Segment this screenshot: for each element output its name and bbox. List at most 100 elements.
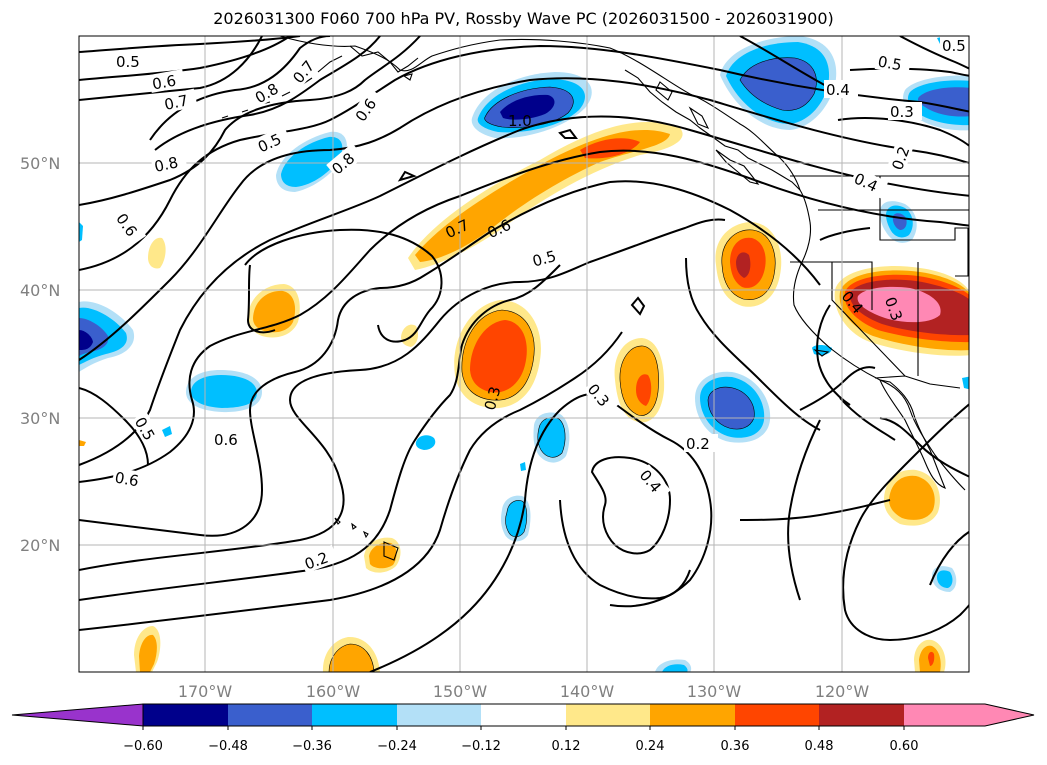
contour-label: 0.5 [530,247,558,271]
negative-anomaly [520,462,526,471]
positive-anomaly [79,440,86,446]
contour-label: 0.8 [153,153,180,176]
colorbar-tick: −0.12 [461,739,501,754]
negative-anomaly [962,376,969,390]
colorbar-tick: 0.36 [721,739,750,754]
positive-anomaly [636,374,652,406]
map-frame [78,35,970,673]
positive-anomaly [369,542,397,569]
aleutian-island [317,55,343,73]
colorbar-tick: −0.60 [123,739,163,754]
state-border [879,176,969,277]
colorbar-bin [819,704,905,726]
hawaii-island [351,522,357,530]
aleutian-island [281,91,291,97]
latitude-labels: 50°N 40°N 30°N 20°N [20,154,60,555]
negative-anomaly [662,664,688,672]
longitude-labels: 170°W 160°W 150°W 140°W 130°W 120°W [178,682,870,701]
island [688,106,710,130]
colorbar-extend-low [11,703,144,727]
negative-anomaly [79,222,83,242]
graticule [79,36,969,672]
positive-anomaly [889,475,935,520]
colorbar-tick: 0.60 [890,739,919,754]
colorbar-bin [228,704,313,726]
contour-label: 0.5 [942,37,966,55]
contour-label: 0.3 [481,385,505,413]
contour-label: 0.4 [826,81,850,99]
colorbar-tick: 0.24 [636,739,665,754]
negative-anomaly [191,375,257,408]
mexico-border [874,375,961,389]
negative-anomaly [79,330,93,350]
negative-anomaly [708,387,755,430]
negative-anomaly [415,435,436,450]
lon-label: 170°W [178,682,233,701]
colorbar-bin [312,704,398,726]
positive-anomaly [857,286,941,323]
contour-label: 0.3 [890,103,914,121]
state-border [790,261,873,310]
lon-label: 140°W [560,682,615,701]
us-west-coast [792,221,966,491]
state-border [831,262,906,377]
contour-label: 0.5 [876,53,903,75]
lon-label: 160°W [306,682,361,701]
colorbar-extend-high [904,704,1034,726]
positive-anomaly [928,651,935,666]
map-plot-area: 0.5 0.6 0.7 0.8 0.7 0.6 0.5 0.8 0.8 1.0 … [79,36,969,672]
positive-anomaly [329,644,374,672]
negative-anomaly [505,500,527,537]
contour-label: 0.5 [116,53,140,71]
positive-anomaly [470,320,527,393]
positive-anomaly [415,129,670,262]
island [715,149,760,185]
lat-label: 40°N [20,281,60,300]
colorbar-bin [566,704,651,726]
colorbar-bin [735,704,820,726]
pv-contours [79,36,969,672]
hawaii-island [362,530,369,539]
lon-label: 150°W [433,682,488,701]
map-title: 2026031300 F060 700 hPa PV, Rossby Wave … [213,9,834,28]
colorbar: −0.60 −0.48 −0.36 −0.24 −0.12 0.12 0.24 … [11,703,1035,754]
contour-label: 1.0 [508,112,532,130]
negative-anomaly [500,94,555,120]
negative-anomaly [937,570,953,588]
hawaii-island [383,541,399,561]
colorbar-tick: 0.48 [805,739,834,754]
lon-label: 120°W [815,682,870,701]
contour-labels: 0.5 0.6 0.7 0.8 0.7 0.6 0.5 0.8 0.8 1.0 … [111,36,969,574]
colorbar-bin [397,704,482,726]
positive-anomaly [401,324,419,347]
contour-label: 0.6 [214,431,238,449]
contour-label: 0.7 [163,91,190,114]
colorbar-tick: −0.36 [292,739,332,754]
colorbar-bin [481,704,567,726]
colorbar-tick: 0.12 [552,739,581,754]
colorbar-tick: −0.48 [208,739,248,754]
positive-anomaly [148,237,166,269]
aleutian-island [241,109,249,113]
small-island [402,73,413,81]
lon-label: 130°W [687,682,742,701]
rossby-wave-shading [79,36,969,672]
baja-peninsula [879,379,947,489]
lat-label: 50°N [20,154,60,173]
colorbar-bin [143,704,229,726]
positive-anomaly [139,634,157,672]
negative-anomaly [162,426,172,437]
negative-anomaly [740,57,817,111]
lat-label: 20°N [20,536,60,555]
bc-coast-islands [624,69,801,191]
small-island [813,349,830,357]
colorbar-bin [650,704,736,726]
negative-anomaly [537,417,566,458]
aleutian-island [221,115,229,119]
positive-anomaly [736,252,751,278]
contour-label: 0.2 [686,435,710,453]
contour-label: 0.6 [113,469,140,491]
lat-label: 30°N [20,409,60,428]
contour-label: 0.6 [151,72,178,94]
